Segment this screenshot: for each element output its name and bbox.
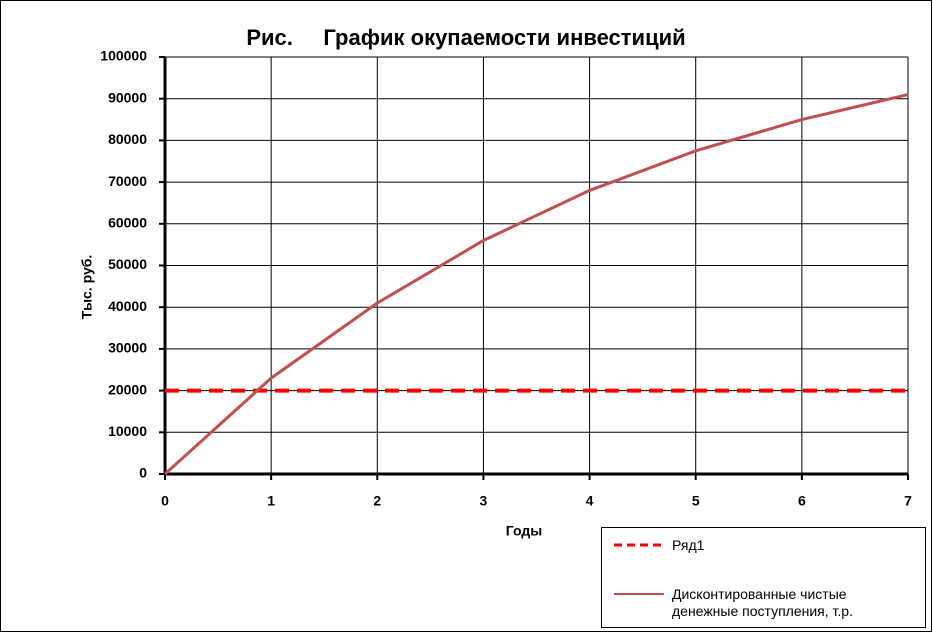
legend: Ряд1 Дисконтированные чистые денежные по…	[601, 527, 926, 628]
x-tick-label: 4	[586, 493, 594, 509]
x-tick-label: 3	[480, 493, 488, 509]
x-tick-label: 2	[373, 493, 381, 509]
series-line	[163, 93, 909, 476]
y-tick-label: 90000	[108, 89, 147, 105]
chart-title: Рис. График окупаемости инвестиций	[246, 25, 685, 50]
legend-label: Дисконтированные чистые денежные поступл…	[672, 586, 853, 619]
x-tick-label: 0	[161, 493, 169, 509]
y-tick-label: 50000	[108, 256, 147, 272]
y-tick-label: 10000	[108, 423, 147, 439]
y-axis-label: Тыс. руб.	[79, 255, 95, 320]
x-tick-label: 5	[692, 493, 700, 509]
x-tick-label: 1	[267, 493, 275, 509]
y-tick-label: 60000	[108, 215, 147, 231]
y-tick-label: 20000	[108, 381, 147, 397]
y-tick-label: 70000	[108, 173, 147, 189]
y-tick-label: 30000	[108, 340, 147, 356]
y-tick-label: 80000	[108, 131, 147, 147]
x-axis-label: Годы	[506, 523, 542, 539]
x-tick-label: 7	[904, 493, 912, 509]
y-tick-label: 0	[139, 465, 147, 481]
y-tick-label: 40000	[108, 298, 147, 314]
legend-keys	[614, 543, 664, 595]
x-tick-label: 6	[798, 493, 806, 509]
y-tick-label: 100000	[100, 48, 147, 64]
legend-label: Ряд1	[672, 537, 705, 553]
